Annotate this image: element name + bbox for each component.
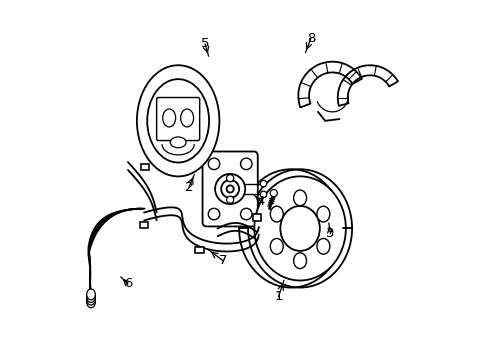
Text: 7: 7 [218,254,227,267]
Ellipse shape [260,180,266,187]
FancyBboxPatch shape [202,152,257,226]
Ellipse shape [221,180,239,198]
Ellipse shape [86,294,95,305]
Ellipse shape [180,109,193,127]
FancyBboxPatch shape [140,222,148,228]
Ellipse shape [270,238,283,254]
Ellipse shape [226,185,233,193]
Ellipse shape [163,109,175,127]
FancyBboxPatch shape [156,98,199,140]
Text: 1: 1 [274,290,282,303]
Ellipse shape [254,176,345,280]
Ellipse shape [86,289,95,300]
Ellipse shape [147,79,209,162]
Ellipse shape [170,137,185,148]
Ellipse shape [86,297,95,308]
Ellipse shape [137,65,219,176]
FancyBboxPatch shape [195,247,203,253]
Ellipse shape [260,191,266,198]
Text: 4: 4 [256,195,264,208]
Ellipse shape [247,169,351,288]
Ellipse shape [316,238,329,254]
Ellipse shape [208,208,219,220]
Ellipse shape [293,253,306,269]
Ellipse shape [86,292,95,302]
Ellipse shape [316,206,329,222]
FancyBboxPatch shape [252,215,261,221]
Text: 8: 8 [306,32,314,45]
Ellipse shape [208,158,219,170]
Text: 5: 5 [201,37,209,50]
Text: 6: 6 [123,278,132,291]
Ellipse shape [226,196,233,203]
Ellipse shape [226,175,233,182]
Text: 2: 2 [184,181,193,194]
Ellipse shape [293,190,306,206]
Ellipse shape [240,208,251,220]
Ellipse shape [270,206,283,222]
Ellipse shape [270,189,277,197]
Ellipse shape [280,206,319,251]
FancyBboxPatch shape [140,164,149,170]
Ellipse shape [215,174,244,204]
Ellipse shape [240,158,251,170]
Ellipse shape [169,109,187,133]
Text: 3: 3 [325,227,334,240]
